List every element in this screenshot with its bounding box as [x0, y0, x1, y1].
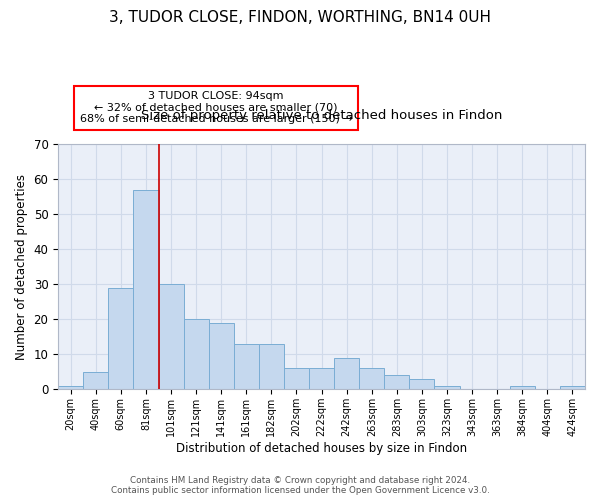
Title: Size of property relative to detached houses in Findon: Size of property relative to detached ho… [141, 109, 502, 122]
Bar [58, 386, 83, 390]
Bar [184, 319, 209, 390]
Bar [409, 379, 434, 390]
Bar [384, 376, 409, 390]
Bar [560, 386, 585, 390]
Bar [510, 386, 535, 390]
Text: Contains HM Land Registry data © Crown copyright and database right 2024.
Contai: Contains HM Land Registry data © Crown c… [110, 476, 490, 495]
Text: 3, TUDOR CLOSE, FINDON, WORTHING, BN14 0UH: 3, TUDOR CLOSE, FINDON, WORTHING, BN14 0… [109, 10, 491, 25]
Bar [309, 368, 334, 390]
Bar [83, 372, 109, 390]
X-axis label: Distribution of detached houses by size in Findon: Distribution of detached houses by size … [176, 442, 467, 455]
Y-axis label: Number of detached properties: Number of detached properties [15, 174, 28, 360]
Bar [284, 368, 309, 390]
Bar [234, 344, 259, 390]
Bar [133, 190, 158, 390]
Bar [259, 344, 284, 390]
Bar [359, 368, 384, 390]
Bar [434, 386, 460, 390]
Bar [334, 358, 359, 390]
Bar [209, 322, 234, 390]
Bar [158, 284, 184, 390]
Text: 3 TUDOR CLOSE: 94sqm
← 32% of detached houses are smaller (70)
68% of semi-detac: 3 TUDOR CLOSE: 94sqm ← 32% of detached h… [80, 91, 353, 124]
Bar [109, 288, 133, 390]
